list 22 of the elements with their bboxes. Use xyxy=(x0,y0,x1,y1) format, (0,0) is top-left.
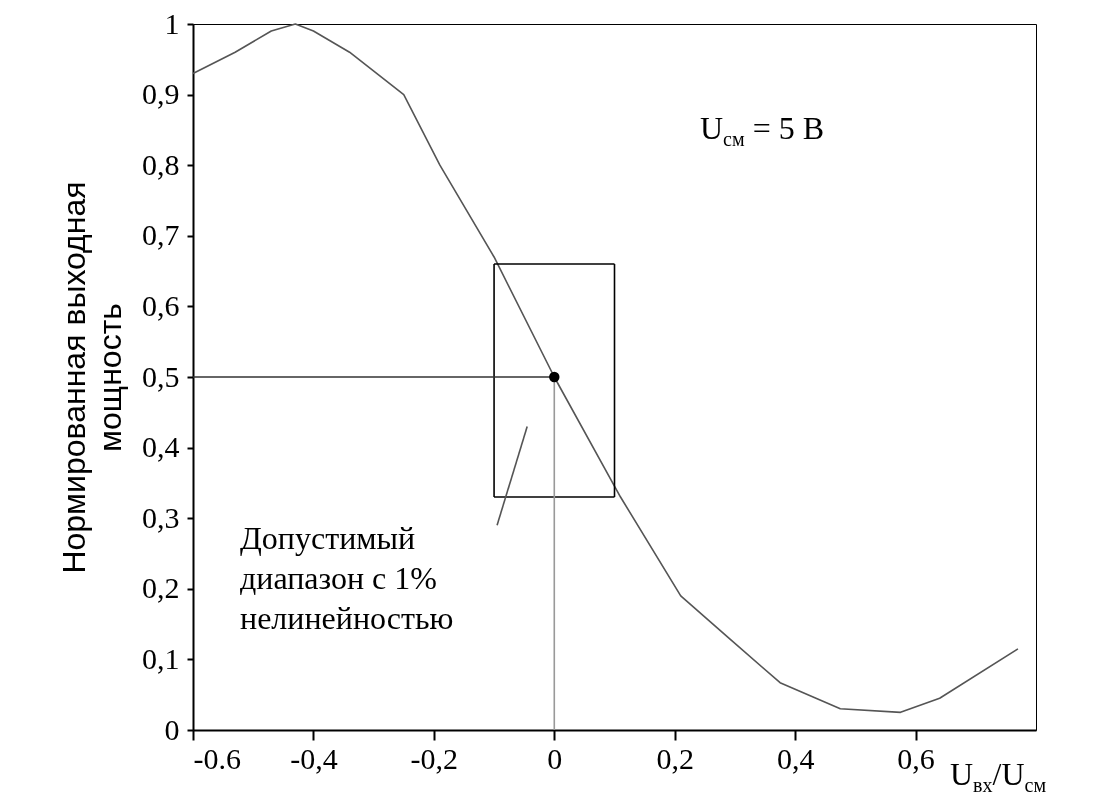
x-tick-label: -0.6 xyxy=(193,741,241,775)
y-tick-label: 0,4 xyxy=(142,430,180,464)
y-tick-label: 0,1 xyxy=(142,641,180,675)
x-tick-label: 0,6 xyxy=(897,741,935,775)
y-tick-label: 0,7 xyxy=(142,218,180,252)
y-tick-label: 0,2 xyxy=(142,571,180,605)
y-tick-label: 0,9 xyxy=(142,77,180,111)
x-tick-label: 0 xyxy=(547,741,563,775)
annotation: Допустимый диапазон с 1% нелинейностью xyxy=(240,519,454,638)
y-tick-label: 0,5 xyxy=(142,359,180,393)
y-tick-label: 0,3 xyxy=(142,500,180,534)
x-tick-label: -0,4 xyxy=(290,741,338,775)
y-axis-title: Нормированная выходная мощность xyxy=(56,181,128,574)
y-tick-label: 1 xyxy=(164,6,180,40)
y-tick-label: 0 xyxy=(164,712,180,746)
y-tick-label: 0,6 xyxy=(142,288,180,322)
x-tick-label: -0,2 xyxy=(410,741,459,775)
x-tick-label: 0,2 xyxy=(656,741,694,775)
x-tick-label: 0,4 xyxy=(776,741,815,775)
x-axis-title: U$_{вх}$/U$_{см}$ xyxy=(950,756,1047,798)
annotation: U$_{см}$ = 5 В xyxy=(700,109,825,153)
y-tick-label: 0,8 xyxy=(142,147,180,181)
